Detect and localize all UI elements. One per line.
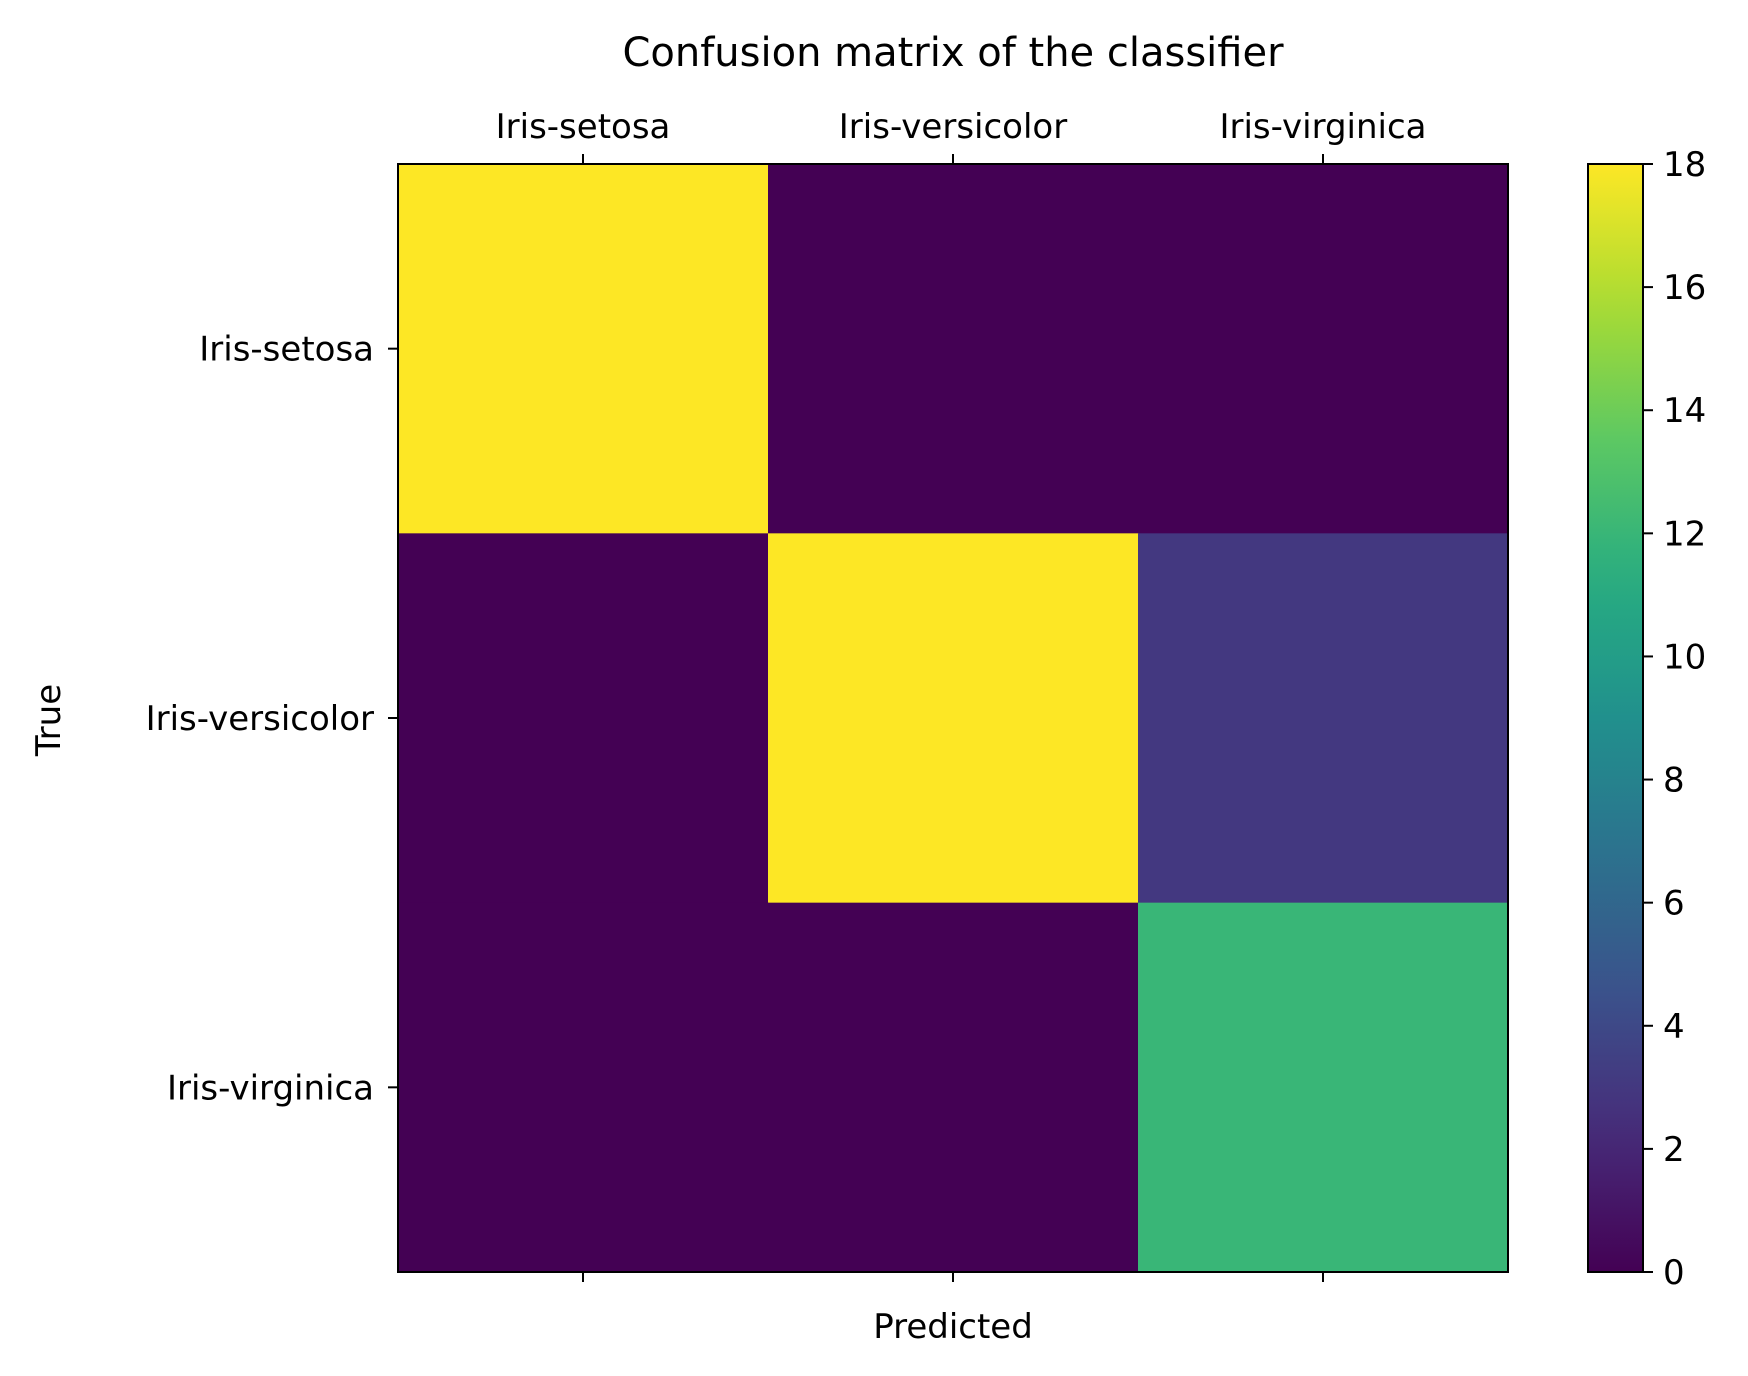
colorbar-tick-label: 2 xyxy=(1663,1130,1685,1170)
x-axis-ticks: Iris-setosa Iris-versicolor Iris-virginica xyxy=(496,107,1427,1282)
colorbar-tick-label: 16 xyxy=(1663,268,1706,308)
heatmap-cell-r1-c1 xyxy=(768,533,1139,904)
plot-frame xyxy=(397,163,1509,1273)
colorbar-tick-label: 8 xyxy=(1663,761,1685,801)
colorbar-tick-label: 18 xyxy=(1663,145,1706,185)
colorbar-tick-label: 12 xyxy=(1663,514,1706,554)
heatmap-cell-r1-c2 xyxy=(1138,533,1509,904)
x-tick-label: Iris-virginica xyxy=(1219,107,1426,147)
colorbar-tick-label: 6 xyxy=(1663,884,1685,924)
heatmap-cells xyxy=(398,164,1509,1273)
heatmap-cell-r2-c1 xyxy=(768,902,1139,1273)
y-tick-label: Iris-setosa xyxy=(199,330,374,370)
heatmap-cell-r2-c2 xyxy=(1138,902,1509,1273)
colorbar: 0 2 4 6 8 10 12 14 16 18 xyxy=(1587,145,1706,1293)
heatmap-cell-r0-c2 xyxy=(1138,164,1509,534)
colorbar-tick-label: 10 xyxy=(1663,637,1706,677)
x-tick-label: Iris-versicolor xyxy=(839,107,1067,147)
y-axis-label: True xyxy=(29,684,69,757)
chart-title: Confusion matrix of the classifier xyxy=(622,30,1284,76)
colorbar-gradient xyxy=(1588,164,1643,1272)
heatmap-cell-r1-c0 xyxy=(398,533,769,904)
heatmap-cell-r0-c0 xyxy=(398,164,769,534)
y-axis-ticks: Iris-setosa Iris-versicolor Iris-virginica xyxy=(146,330,398,1108)
colorbar-tick-label: 0 xyxy=(1663,1253,1685,1293)
y-tick-label: Iris-virginica xyxy=(167,1068,374,1108)
colorbar-tick-label: 14 xyxy=(1663,391,1706,431)
x-tick-label: Iris-setosa xyxy=(496,107,671,147)
heatmap-cell-r0-c1 xyxy=(768,164,1139,534)
colorbar-frame xyxy=(1587,163,1644,1273)
x-axis-label: Predicted xyxy=(873,1307,1033,1347)
heatmap-cell-r2-c0 xyxy=(398,902,769,1273)
y-tick-label: Iris-versicolor xyxy=(146,699,374,739)
colorbar-tick-label: 4 xyxy=(1663,1007,1685,1047)
